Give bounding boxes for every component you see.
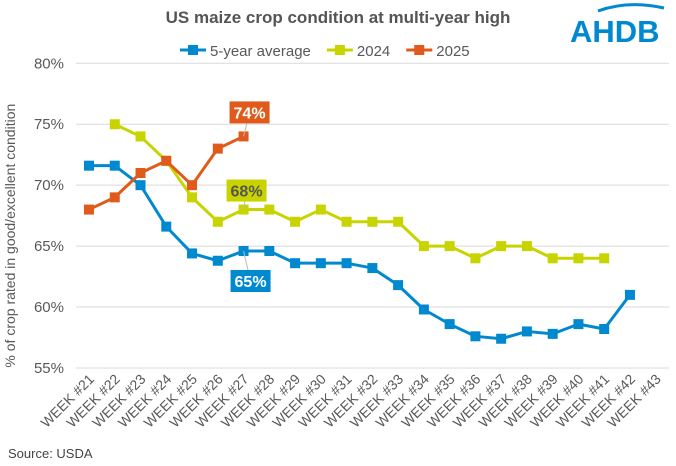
data-point	[496, 333, 507, 344]
annotation-label: 74%	[234, 105, 266, 122]
data-point	[418, 304, 429, 315]
data-point	[264, 204, 275, 215]
data-point	[187, 180, 198, 191]
y-tick-label: 75%	[34, 116, 64, 133]
data-point	[444, 241, 455, 252]
y-tick-label: 70%	[34, 177, 64, 194]
data-point	[109, 119, 120, 130]
data-point	[470, 253, 481, 264]
data-point	[444, 319, 455, 330]
data-point	[315, 204, 326, 215]
legend-marker	[414, 45, 425, 55]
series-line	[89, 164, 632, 341]
data-point	[521, 326, 532, 337]
data-point	[393, 280, 404, 291]
data-point	[547, 328, 558, 339]
data-point	[573, 319, 584, 330]
svg-text:AHDB: AHDB	[570, 14, 660, 46]
legend-label: 2025	[436, 43, 469, 60]
data-point	[496, 241, 507, 252]
data-point	[521, 241, 532, 252]
data-point	[341, 258, 352, 269]
data-point	[84, 204, 94, 215]
data-point	[341, 216, 352, 227]
data-point	[84, 160, 94, 171]
legend-label: 5-year average	[210, 43, 311, 60]
data-point	[212, 143, 223, 154]
data-point	[109, 160, 120, 171]
y-axis-label: % of crop rated in good/excellent condit…	[2, 104, 18, 368]
legend-marker	[334, 45, 345, 55]
data-point	[135, 180, 146, 191]
ahdb-logo: AHDB	[570, 3, 665, 46]
data-point	[109, 192, 120, 203]
annotation-label: 68%	[231, 184, 263, 201]
annotation-box	[226, 179, 267, 202]
data-point	[418, 241, 429, 252]
legend-label: 2024	[357, 43, 390, 60]
data-point	[212, 255, 223, 266]
data-point	[367, 263, 378, 274]
data-point	[290, 216, 301, 227]
y-tick-label: 65%	[34, 238, 64, 255]
data-point	[315, 258, 326, 269]
data-point	[264, 245, 275, 256]
data-point	[393, 216, 404, 227]
data-point	[212, 216, 223, 227]
legend-marker	[188, 45, 198, 55]
annotation-box	[230, 269, 271, 292]
y-tick-label: 80%	[34, 55, 64, 72]
data-point	[187, 192, 198, 203]
data-point	[161, 221, 172, 232]
annotation-label: 65%	[235, 274, 267, 291]
y-tick-label: 60%	[34, 299, 64, 316]
source-note: Source: USDA	[8, 446, 93, 461]
data-point	[135, 167, 146, 178]
y-tick-label: 55%	[34, 360, 64, 377]
series-line	[114, 122, 605, 260]
data-point	[599, 323, 610, 334]
data-point	[599, 253, 610, 264]
chart-title: US maize crop condition at multi-year hi…	[165, 8, 511, 27]
data-point	[290, 258, 301, 269]
data-point	[161, 155, 172, 166]
data-point	[547, 253, 558, 264]
data-point	[187, 248, 198, 259]
data-point	[573, 253, 584, 264]
data-point	[624, 289, 635, 300]
annotation-box	[229, 101, 270, 124]
data-point	[135, 131, 146, 142]
data-point	[470, 331, 481, 342]
data-point	[367, 216, 378, 227]
